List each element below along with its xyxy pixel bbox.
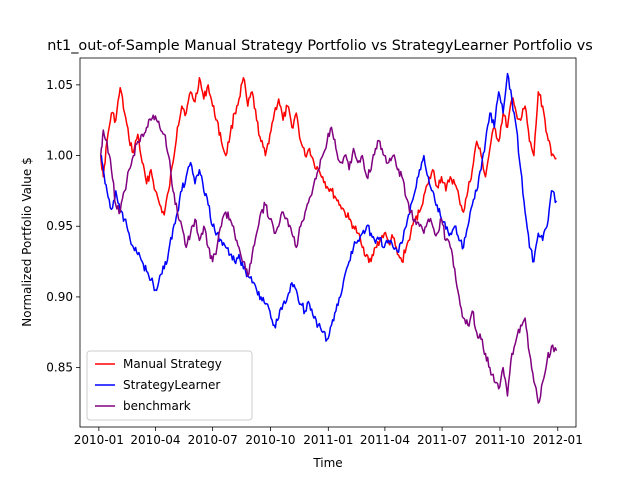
legend-box [86, 350, 253, 421]
series-line-1 [99, 77, 557, 264]
x-axis-label: Time [312, 456, 342, 470]
y-axis: 0.85 0.90 0.95 1.00 1.05 [46, 78, 80, 375]
x-tick-label: 2010-07 [188, 433, 238, 447]
y-tick-label: 1.00 [46, 149, 73, 163]
y-tick-label: 0.90 [46, 290, 73, 304]
series-line-3 [99, 114, 558, 404]
legend-label: StrategyLearner [123, 378, 220, 392]
legend: Manual Strategy StrategyLearner benchmark [86, 350, 253, 421]
x-tick-label: 2010-01 [74, 433, 124, 447]
legend-label: benchmark [123, 399, 191, 413]
y-axis-label: Normalized Portfolio Value $ [20, 157, 34, 326]
x-tick-label: 2010-04 [130, 433, 180, 447]
y-tick-label: 1.05 [46, 78, 73, 92]
x-tick-label: 2011-07 [417, 433, 467, 447]
x-tick-label: 2011-01 [303, 433, 353, 447]
y-tick-label: 0.85 [46, 361, 73, 375]
x-tick-label: 2010-10 [245, 433, 295, 447]
legend-label: Manual Strategy [123, 357, 222, 371]
x-tick-label: 2012-01 [533, 433, 583, 447]
x-axis: 2010-01 2010-04 2010-07 2010-10 2011-01 2011-… [74, 427, 583, 447]
series-layer [99, 72, 558, 404]
x-tick-label: 2011-04 [360, 433, 410, 447]
series-line-2 [100, 72, 558, 342]
chart-title: nt1_out-of-Sample Manual Strategy Portfo… [47, 38, 592, 54]
x-tick-label: 2011-10 [475, 433, 525, 447]
y-tick-label: 0.95 [46, 219, 73, 233]
